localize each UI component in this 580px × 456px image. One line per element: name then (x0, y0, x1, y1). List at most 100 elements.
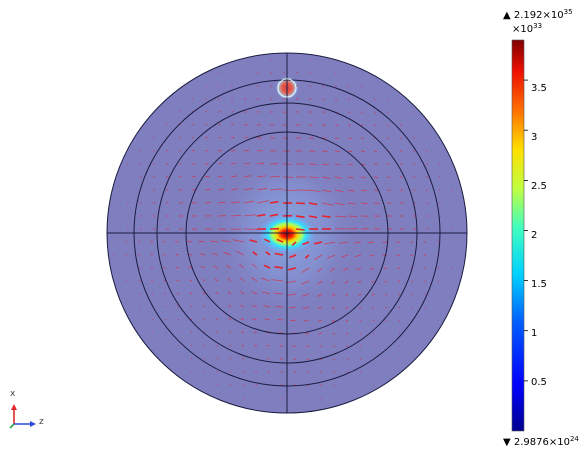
field-arrow (277, 319, 284, 321)
field-arrow (360, 137, 364, 139)
field-arrow (334, 163, 341, 166)
field-arrow (230, 137, 235, 139)
field-arrow (360, 189, 367, 192)
field-arrow (397, 267, 401, 270)
field-arrow (333, 371, 336, 373)
field-arrow (291, 241, 297, 246)
field-arrow (216, 331, 219, 334)
field-arrow (252, 251, 258, 256)
field-arrow (424, 280, 427, 282)
field-arrow (358, 293, 362, 297)
field-arrow (347, 202, 357, 205)
field-arrow (317, 280, 323, 285)
field-arrow (334, 189, 344, 192)
field-arrow (254, 344, 258, 347)
field-arrow (151, 280, 154, 282)
field-arrow (243, 149, 250, 152)
field-arrow (230, 201, 240, 204)
field-arrow (331, 293, 336, 297)
field-arrow (308, 215, 318, 219)
field-arrow (384, 280, 388, 283)
field-arrow (256, 175, 266, 178)
field-arrow (345, 293, 349, 297)
field-arrow (269, 188, 283, 191)
field-arrow (398, 306, 401, 309)
field-arrow (382, 241, 388, 243)
field-arrow (239, 277, 245, 282)
field-arrow (317, 306, 323, 310)
field-arrow (189, 292, 193, 295)
field-arrow (253, 331, 258, 334)
field-arrow (331, 306, 336, 310)
field-arrow (221, 240, 232, 243)
field-arrow (353, 241, 362, 244)
field-arrow (190, 358, 193, 360)
colorbar-tick-label: 2.5 (531, 181, 547, 192)
field-arrow (295, 202, 305, 205)
field-arrow (230, 162, 237, 165)
field-arrow (356, 267, 362, 271)
field-arrow (260, 277, 271, 282)
colorbar-tick-label: 3.5 (531, 83, 547, 94)
colorbar-tick-label: 2 (531, 230, 538, 241)
field-arrow (347, 163, 353, 166)
field-arrow (334, 137, 340, 139)
field-arrow (188, 266, 193, 269)
field-arrow (151, 293, 154, 295)
field-arrow (346, 358, 349, 361)
field-arrow (331, 319, 336, 322)
colorbar-min-label: ▼ 2.9876×1024 (503, 435, 579, 448)
field-arrow (301, 280, 310, 285)
field-arrow (369, 254, 375, 257)
field-arrow (228, 291, 232, 295)
field-arrow (163, 254, 167, 256)
field-arrow (344, 280, 349, 284)
field-arrow (287, 293, 297, 296)
field-arrow (151, 319, 154, 321)
field-arrow (217, 188, 225, 191)
field-arrow (269, 213, 279, 217)
field-arrow (202, 292, 206, 295)
field-arrow (243, 137, 249, 139)
x-axis-label: x (10, 389, 16, 399)
field-arrow (204, 188, 211, 191)
field-arrow (324, 241, 336, 245)
field-arrow (411, 293, 414, 296)
field-arrow (308, 189, 321, 192)
field-arrow (210, 240, 219, 243)
field-arrow (228, 304, 232, 308)
field-arrow (347, 215, 358, 217)
field-arrow (191, 163, 196, 165)
field-arrow (373, 176, 379, 179)
field-arrow (228, 318, 232, 321)
field-arrow (317, 293, 323, 297)
field-arrow (227, 277, 232, 282)
field-arrow (262, 291, 271, 295)
field-arrow (314, 254, 323, 260)
colorbar-max-prefix: ▲ 2.192×10 (503, 10, 564, 21)
field-arrow (398, 293, 401, 296)
field-arrow (319, 345, 323, 348)
field-arrow (386, 163, 390, 165)
field-arrow (191, 176, 196, 178)
field-arrow (410, 280, 414, 283)
field-arrow (360, 176, 366, 179)
field-arrow (385, 306, 388, 309)
field-arrow (164, 292, 167, 295)
field-arrow (288, 306, 297, 309)
field-arrow (177, 305, 180, 308)
field-arrow (360, 202, 368, 205)
field-arrow (359, 332, 362, 335)
field-arrow (177, 331, 180, 334)
field-arrow (217, 175, 224, 178)
field-arrow (305, 345, 310, 347)
field-arrow (304, 332, 310, 335)
field-arrow (321, 215, 331, 218)
field-arrow (215, 291, 219, 295)
field-arrow (203, 371, 206, 373)
field-arrow (163, 267, 167, 269)
field-arrow (369, 267, 375, 270)
colorbar-min-prefix: ▼ 2.9876×10 (503, 437, 570, 448)
field-arrow (271, 279, 284, 282)
